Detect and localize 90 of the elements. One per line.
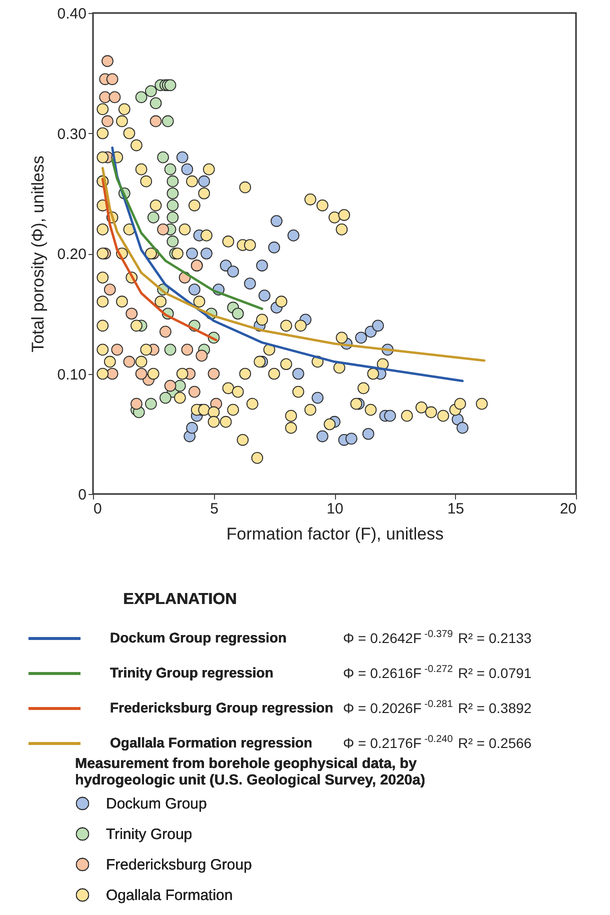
point — [188, 386, 200, 398]
point — [157, 224, 169, 236]
point — [176, 151, 188, 164]
point — [166, 175, 179, 188]
point — [181, 344, 194, 356]
x-tick-label: 10 — [326, 500, 344, 518]
y-tick-label: 0.40 — [57, 6, 86, 22]
point — [145, 85, 157, 98]
x-tick-label: 0 — [94, 500, 102, 518]
x-tick-label: 5 — [210, 500, 218, 518]
y-axis-title: Total porosity (Φ), unitless — [28, 156, 48, 352]
point — [126, 308, 138, 320]
legend-label: Ogallala Formation — [106, 887, 233, 904]
point — [220, 260, 232, 272]
point — [384, 410, 396, 422]
point — [164, 344, 176, 356]
x-tick-label: 15 — [447, 500, 464, 518]
point — [355, 332, 367, 344]
legend-label: Fredericksburg Group — [106, 856, 252, 874]
point — [162, 115, 174, 128]
point — [135, 368, 148, 380]
legend-title: EXPLANATION — [123, 591, 237, 608]
line-series — [101, 166, 486, 362]
point — [198, 175, 210, 188]
point — [160, 326, 172, 338]
point — [147, 212, 160, 224]
point — [102, 115, 114, 128]
point — [174, 380, 186, 392]
point — [111, 344, 124, 356]
text: Φ = 0.2642F-0.379 R² = 0.2133 — [343, 629, 532, 646]
point — [104, 284, 116, 296]
point — [186, 248, 198, 260]
point — [288, 230, 300, 242]
point — [270, 215, 282, 227]
point — [108, 91, 121, 104]
point — [188, 284, 200, 296]
point — [150, 115, 162, 128]
point — [456, 422, 468, 434]
point — [150, 97, 162, 110]
text: Φ = 0.2176F-0.240 R² = 0.2566 — [343, 734, 532, 751]
text: Φ = 0.2616F-0.272 R² = 0.0791 — [343, 664, 532, 681]
point — [164, 380, 176, 392]
point — [345, 432, 358, 445]
point — [166, 199, 179, 212]
text: Φ = 0.2026F-0.281 R² = 0.3892 — [343, 699, 532, 716]
point — [312, 392, 324, 404]
legend-label: Trinity Group — [106, 826, 192, 843]
point — [106, 73, 118, 86]
point — [99, 91, 111, 104]
point — [208, 368, 220, 380]
legend-label: Fredericksburg Group regression — [110, 700, 334, 716]
point — [166, 236, 179, 248]
point — [258, 290, 270, 302]
line-series — [111, 146, 464, 382]
point — [200, 248, 212, 260]
point — [316, 430, 328, 442]
y-tick-label: 0 — [78, 486, 86, 504]
text: Measurement from borehole geophysical data, by hydrogeologic unit (U.S. Geological Survey, 2020a) — [75, 756, 426, 788]
legend-label: Dockum Group — [106, 796, 207, 812]
point — [102, 55, 114, 68]
legend-label: Ogallala Formation regression — [110, 734, 312, 750]
point — [164, 79, 176, 92]
x-axis-title: Formation factor (F), unitless — [226, 524, 444, 544]
x-tick-label: 20 — [560, 500, 576, 518]
point — [166, 212, 179, 224]
point — [268, 242, 280, 254]
legend-label: Dockum Group regression — [110, 630, 287, 646]
y-tick-label: 0.20 — [57, 246, 86, 263]
point — [106, 368, 118, 380]
point — [186, 422, 198, 434]
point — [166, 187, 179, 200]
point — [130, 398, 142, 410]
point — [123, 356, 136, 368]
point — [292, 368, 304, 380]
legend-label: Trinity Group regression — [110, 664, 274, 680]
point — [164, 163, 176, 176]
point — [157, 151, 169, 164]
point — [196, 350, 208, 362]
point — [135, 91, 148, 104]
point — [232, 308, 244, 320]
y-tick-label: 0.10 — [57, 366, 86, 384]
point — [244, 278, 256, 290]
point — [145, 398, 157, 410]
point — [181, 163, 194, 176]
point — [362, 428, 374, 440]
point — [160, 392, 172, 404]
y-tick-label: 0.30 — [57, 126, 86, 143]
point — [227, 266, 239, 278]
point — [256, 260, 268, 272]
point — [372, 320, 384, 332]
